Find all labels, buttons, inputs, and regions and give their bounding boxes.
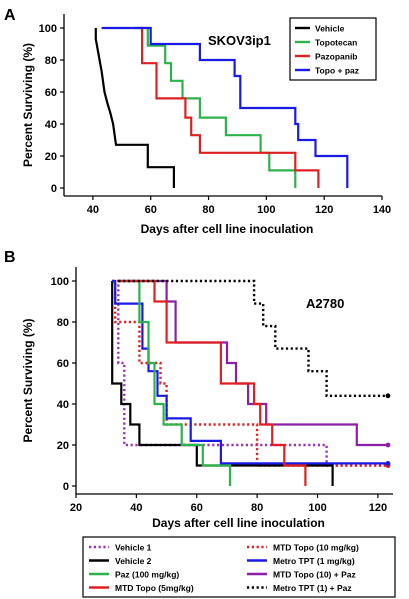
panel-a-legend-label-pazopanib: Pazopanib: [315, 52, 358, 62]
panel-a-axes: [63, 14, 382, 197]
panel-b-x-tick-label: 80: [251, 502, 263, 514]
panel-a-x-axis-label: Days after cell line inoculation: [141, 222, 314, 236]
panel-a-series-vehicle: [94, 28, 175, 188]
panel-a-y-tick-label: 0: [51, 183, 57, 195]
panel-b-legend-label-mtd-topo-10-mg-kg: MTD Topo (10 mg/kg): [273, 543, 359, 553]
panel-a-x-tick-label: 60: [145, 204, 157, 216]
panel-b-legend-label-mtd-topo-10-paz: MTD Topo (10) + Paz: [273, 570, 356, 580]
panel-b-x-tick-label: 60: [191, 502, 203, 514]
panel-b-legend-label-mtd-topo-5mg-kg: MTD Topo (5mg/kg): [115, 583, 194, 593]
panel-a-legend-label-topo-paz: Topo + paz: [315, 66, 359, 76]
panel-b-series-mtd-topo-5mg-kg: [118, 279, 307, 486]
panel-b-x-tick-label: 20: [70, 502, 82, 514]
panel-b-end-marker-mtd-topo-10-paz: [385, 442, 391, 448]
panel-a-legend-label-topotecan: Topotecan: [315, 38, 357, 48]
panel-a-x-tick-label: 140: [373, 204, 391, 216]
panel-b-y-tick-label: 40: [57, 399, 69, 411]
panel-a-y-tick-label: 40: [45, 119, 57, 131]
panel-a-x-tick-label: 40: [87, 204, 99, 216]
panel-b-y-tick-label: 20: [57, 440, 69, 452]
panel-b-legend-label-metro-tpt-1-mg-kg: Metro TPT (1 mg/kg): [273, 556, 355, 566]
panel-b-legend-box: [82, 536, 396, 598]
panel-b-y-tick-label: 100: [51, 276, 69, 288]
panel-b-axes: [75, 267, 393, 495]
panel-a-chart: 40 60 80 100 120 140 0 20 40 60 80 100 Days after c…: [21, 14, 391, 236]
panel-a-y-tick-label: 100: [39, 23, 57, 35]
panel-b-series-metro-tpt-1-paz: [118, 279, 387, 397]
panel-b-series-metro-tpt-1-mg-kg: [112, 279, 387, 465]
panel-b-y-tick-label: 80: [57, 317, 69, 329]
panel-a-x-tick-label: 80: [202, 204, 214, 216]
panel-a-y-tick-label: 80: [45, 55, 57, 67]
panel-b-series-mtd-topo-10-paz: [118, 279, 387, 447]
panel-a-series-topo-paz: [101, 26, 349, 188]
panel-b-series-paz-100-mg-kg: [118, 279, 232, 486]
panel-a-legend-label-vehicle: Vehicle: [315, 24, 345, 34]
panel-b-title: A2780: [306, 296, 344, 311]
panel-b-legend-label-metro-tpt-1-paz: Metro TPT (1) + Paz: [273, 583, 352, 593]
panel-a-y-tick-label: 60: [45, 87, 57, 99]
panel-b-end-marker-metro-tpt-1-mg-kg: [385, 461, 391, 466]
panel-b-x-tick-label: 120: [369, 502, 387, 514]
panel-a-ticks: 40 60 80 100 120 140 0 20 40 60 80 100: [39, 23, 392, 216]
panel-a-letter: A: [4, 7, 16, 24]
panel-a-title: SKOV3ip1: [208, 33, 271, 48]
panel-b-letter: B: [4, 249, 16, 266]
panel-a-y-axis-label: Percent Surviving (%): [21, 43, 35, 167]
panel-b-series-mtd-topo-10-mg-kg: [112, 279, 387, 467]
panel-b-legend-label-paz-100-mg-kg: Paz (100 mg/kg): [115, 570, 179, 580]
panel-b-legend-label-vehicle-1: Vehicle 1: [115, 543, 152, 553]
panel-b-x-tick-label: 100: [308, 502, 326, 514]
panel-a-y-tick-label: 20: [45, 151, 57, 163]
panel-b-y-axis-label: Percent Surviving (%): [21, 318, 35, 442]
panel-b-x-tick-label: 40: [130, 502, 142, 514]
panel-b-legend: Vehicle 1 MTD Topo (10 mg/kg) Vehicle 2 Met…: [82, 536, 396, 598]
panel-a-x-tick-label: 100: [257, 204, 275, 216]
panel-b-x-axis-label: Days after cell line inoculation: [152, 516, 325, 530]
panel-a-series-pazopanib: [139, 26, 320, 188]
panel-b-series: [111, 279, 391, 486]
panel-a-series: [94, 26, 349, 188]
panel-b-y-tick-label: 60: [57, 358, 69, 370]
panel-a-x-tick-label: 120: [315, 204, 333, 216]
panel-b-legend-label-vehicle-2: Vehicle 2: [115, 556, 152, 566]
panel-a-legend: Vehicle Topotecan Pazopanib Topo + paz: [289, 17, 377, 81]
panel-b-end-marker-metro-tpt-1-paz: [385, 393, 391, 399]
panel-b-y-tick-label: 0: [63, 481, 69, 493]
